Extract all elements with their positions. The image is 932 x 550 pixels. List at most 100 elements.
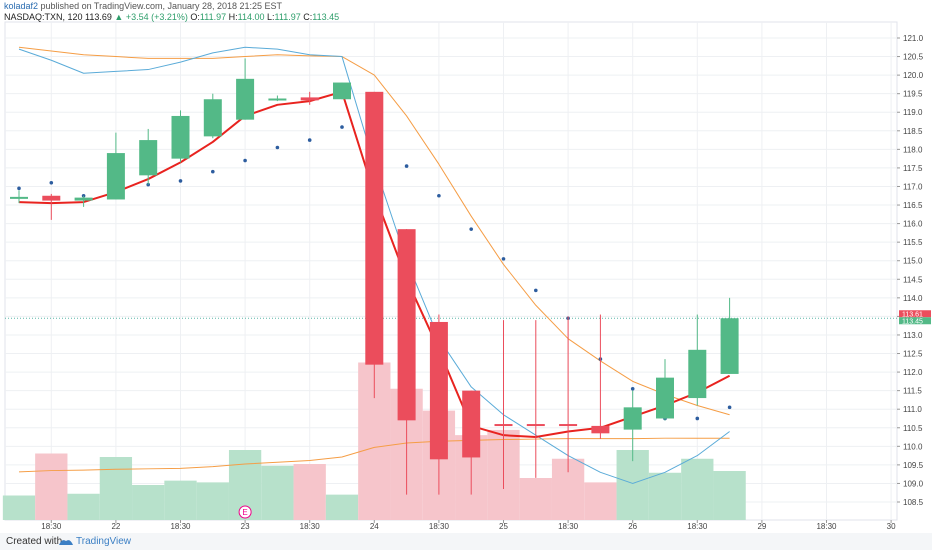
- time-tick-label: 22: [111, 522, 120, 531]
- tradingview-logo-icon: [59, 540, 73, 545]
- last-price-label: 113.61: [902, 311, 923, 318]
- price-change: ▲ +3.54 (+3.21%): [114, 12, 188, 22]
- time-tick-label: 26: [628, 522, 637, 531]
- time-tick-label: 18:30: [429, 522, 450, 531]
- earnings-marker-label: E: [242, 508, 247, 517]
- price-tick-label: 118.5: [903, 127, 923, 136]
- time-tick-label: 29: [757, 522, 766, 531]
- publish-info: koladaf2 published on TradingView.com, J…: [4, 1, 282, 11]
- volume-bar: [713, 471, 746, 520]
- candle-body: [236, 78, 255, 120]
- sar-dot: [243, 158, 247, 163]
- candle-body: [494, 424, 513, 427]
- price-tick-label: 108.5: [903, 498, 924, 507]
- open-value: 111.97: [199, 12, 227, 22]
- candle-body: [203, 99, 222, 137]
- time-axis: 18:30 22 18:30 23 18:30 24 18:30 25 18:30 26 18:30…: [41, 505, 896, 531]
- price-tick-label: 113.0: [903, 331, 923, 340]
- volume-bar: [293, 464, 326, 520]
- symbol: NASDAQ:TXN, 120: [4, 12, 83, 22]
- candle-body: [591, 425, 610, 434]
- candlesticks: [10, 58, 739, 495]
- price-tick-label: 117.0: [903, 182, 923, 191]
- price-tick-label: 121.0: [903, 34, 924, 43]
- volume-bar: [2, 495, 36, 520]
- earnings-marker-icon: [238, 505, 252, 519]
- high-label: H:: [228, 12, 238, 22]
- time-tick-label: 18:30: [687, 522, 708, 531]
- sar-dot: [404, 164, 409, 168]
- volume-bar: [648, 472, 682, 520]
- time-tick-label: 25: [499, 522, 508, 531]
- publish-text: published on TradingView.com, January 28…: [40, 1, 283, 11]
- sar-dot: [534, 288, 538, 293]
- candle-body: [656, 377, 674, 419]
- sar-dot: [437, 193, 441, 198]
- volume-ma-polyline: [18, 437, 730, 473]
- sar-dot: [49, 180, 54, 185]
- volume-bar: [261, 465, 294, 520]
- candle-body: [10, 196, 28, 199]
- price-tick-label: 109.0: [903, 479, 924, 488]
- volume-bar: [325, 494, 359, 520]
- open-label: O:: [190, 12, 200, 22]
- price-tick-label: 110.5: [903, 424, 923, 433]
- last-price-badge: [899, 317, 931, 325]
- price-tick-label: 116.5: [903, 201, 923, 210]
- volume-bar: [519, 478, 552, 520]
- price-tick-label: 115.0: [903, 257, 923, 266]
- volume-bar: [616, 450, 649, 520]
- volume-bar: [35, 453, 68, 520]
- volume-bar: [681, 458, 714, 520]
- volume-bar: [67, 493, 100, 520]
- created-with-text: Created with: [6, 536, 63, 547]
- time-tick-label: 18:30: [816, 522, 837, 531]
- price-tick-label: 110.0: [903, 442, 923, 451]
- price-tick-label: 112.0: [903, 368, 923, 377]
- price-tick-label: 118.0: [903, 145, 923, 154]
- author-name[interactable]: koladaf2: [4, 1, 39, 11]
- sar-dot: [178, 179, 183, 183]
- time-tick-label: 18:30: [558, 522, 579, 531]
- price-tick-label: 111.0: [903, 405, 922, 414]
- price-tick-label: 119.0: [903, 108, 923, 117]
- sar-dot: [340, 125, 344, 129]
- last-price-badge: [899, 310, 931, 318]
- candle-body: [429, 321, 448, 460]
- candle-body: [526, 424, 545, 427]
- time-tick-label: 18:30: [300, 522, 321, 531]
- candle-body: [397, 229, 416, 421]
- sar-dot: [727, 405, 732, 410]
- high-value: 114.00: [237, 12, 265, 22]
- candle-body: [300, 97, 319, 101]
- orange-ma-line: [18, 46, 730, 416]
- sar-dot: [695, 416, 700, 421]
- candle-body: [171, 115, 190, 159]
- low-value: 111.97: [274, 12, 301, 22]
- last-price: 113.69: [85, 12, 112, 22]
- candle-body: [559, 424, 578, 427]
- tradingview-brand[interactable]: TradingView: [76, 536, 132, 547]
- time-tick-label: 24: [370, 522, 379, 531]
- price-tick-label: 111.5: [903, 387, 922, 396]
- price-tick-label: 114.0: [903, 294, 923, 303]
- volume-bar: [99, 457, 133, 520]
- price-tick-label: 120.0: [903, 71, 924, 80]
- candle-body: [462, 390, 481, 458]
- low-label: L:: [267, 12, 275, 22]
- time-tick-label: 30: [887, 522, 896, 531]
- sar-dot: [17, 186, 21, 191]
- sar-dot: [307, 138, 312, 142]
- last-price-label: 113.45: [902, 318, 923, 325]
- time-tick-label: 18:30: [170, 522, 191, 531]
- price-tick-label: 112.5: [903, 350, 923, 359]
- volume-bar: [132, 485, 165, 520]
- price-tick-label: 114.5: [903, 275, 923, 284]
- close-label: C:: [303, 12, 313, 22]
- sar-dot: [469, 227, 474, 231]
- volume-bar: [164, 480, 197, 520]
- price-tick-label: 115.5: [903, 238, 923, 247]
- candle-body: [42, 195, 61, 201]
- sar-dot: [501, 257, 506, 261]
